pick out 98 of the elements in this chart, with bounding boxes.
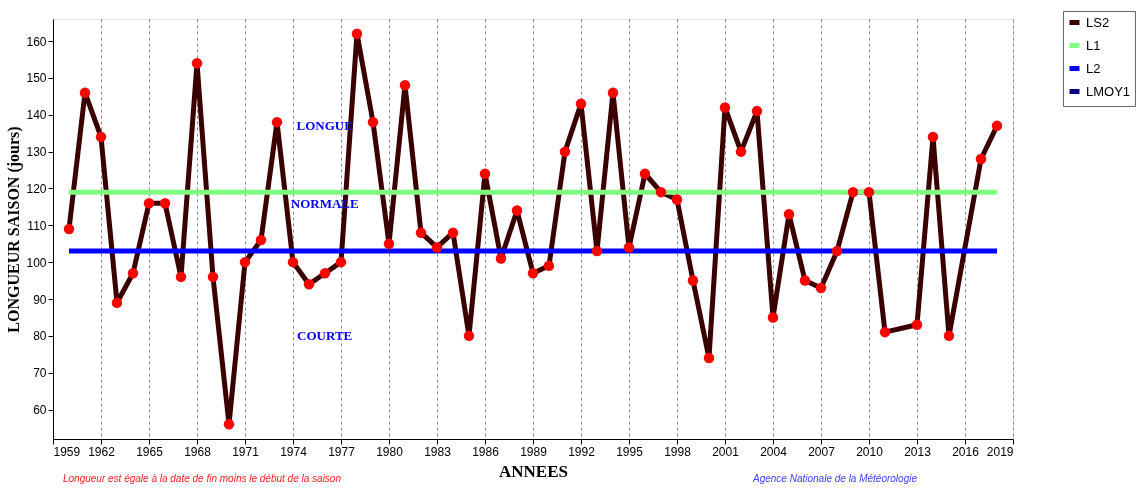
point: [831, 245, 843, 257]
point: [735, 146, 747, 157]
x-tick-label: 2013: [904, 444, 932, 459]
y-tick-label: 80: [33, 329, 47, 344]
y-tick-label: 130: [26, 145, 47, 160]
x-tick-label: 2004: [760, 444, 788, 459]
x-tick-label: 2001: [712, 444, 740, 459]
point: [63, 223, 75, 235]
x-tick-label: 2007: [808, 444, 836, 459]
point: [495, 253, 507, 264]
point: [671, 194, 683, 205]
point: [127, 267, 139, 279]
legend-label: L1: [1086, 37, 1101, 53]
point: [463, 330, 475, 342]
point: [431, 242, 443, 253]
text: Agence Nationale de la Météorologie: [752, 473, 918, 484]
point: [95, 131, 107, 143]
point: [559, 146, 571, 157]
point: [719, 102, 731, 113]
point: [175, 271, 187, 283]
y-tick-label: 110: [27, 218, 47, 233]
x-tick-label: 2016: [952, 444, 980, 459]
point: [223, 419, 235, 430]
point: [303, 279, 315, 290]
point: [367, 116, 379, 128]
legend-label: LMOY1: [1086, 83, 1131, 99]
x-tick-label: 1980: [376, 444, 404, 459]
point: [799, 275, 811, 286]
point: [351, 28, 363, 39]
x-tick-label: 1992: [568, 444, 596, 459]
point: [639, 168, 651, 179]
x-tick-label: 1959: [53, 444, 81, 459]
point: [991, 120, 1003, 132]
x-tick-label: 1974: [280, 444, 308, 459]
x-tick-label: 2019: [986, 444, 1014, 459]
point: [447, 227, 459, 238]
x-tick-label: 1986: [472, 444, 500, 459]
x-tick-label: 2010: [856, 444, 884, 459]
point: [607, 87, 619, 98]
point: [751, 105, 763, 117]
y-tick-label: 150: [26, 71, 47, 86]
point: [767, 312, 779, 323]
y-tick-label: 90: [33, 292, 47, 307]
point: [527, 267, 539, 279]
legend-label: LS2: [1086, 14, 1110, 30]
point: [943, 330, 955, 342]
point: [79, 87, 91, 98]
point: [927, 131, 939, 143]
x-tick-label: 1977: [328, 444, 356, 459]
point: [543, 260, 555, 272]
point: [335, 256, 347, 268]
point: [575, 98, 587, 109]
x-tick-label: 1968: [184, 444, 212, 459]
x-axis-title: ANNEES: [499, 461, 568, 481]
legend-label: L2: [1086, 60, 1101, 76]
point: [879, 326, 891, 338]
point: [975, 153, 987, 165]
point: [271, 116, 283, 128]
point: [143, 197, 155, 209]
point: [415, 227, 427, 238]
point: [159, 197, 171, 209]
x-tick-label: 1989: [520, 444, 548, 459]
point: [111, 297, 123, 308]
point: [783, 209, 795, 220]
y-tick-label: 140: [26, 108, 47, 123]
point: [911, 319, 923, 331]
point: [319, 267, 331, 279]
y-tick-label: 160: [26, 34, 47, 49]
point: [863, 186, 875, 198]
point: [703, 352, 715, 364]
point: [591, 245, 603, 257]
point: [191, 57, 203, 69]
x-tick-label: 1998: [664, 444, 692, 459]
x-tick-label: 1965: [136, 444, 164, 459]
point: [399, 80, 411, 91]
point: [479, 168, 491, 179]
point: [655, 186, 667, 198]
x-tick-label: 1995: [616, 444, 644, 459]
x-tick-label: 1962: [88, 444, 116, 459]
point: [383, 238, 395, 249]
point: [815, 282, 827, 294]
y-tick-label: 120: [26, 181, 47, 196]
point: [623, 242, 635, 253]
y-tick-label: 100: [26, 255, 47, 270]
y-axis-title: LONGUEUR SAISON (jours): [5, 126, 24, 333]
point: [239, 256, 251, 268]
point: [287, 256, 299, 268]
point: [687, 275, 699, 286]
y-tick-label: 70: [33, 366, 47, 381]
point: [255, 234, 267, 246]
text: Longueur est égale à la date de fin moins le début de la saison: [63, 473, 342, 484]
point: [847, 186, 859, 198]
point: [207, 271, 219, 283]
x-tick-label: 1983: [424, 444, 452, 459]
y-tick-label: 60: [33, 403, 47, 418]
x-tick-label: 1971: [232, 444, 260, 459]
point: [511, 205, 523, 216]
annotation: COURTE: [297, 328, 353, 344]
